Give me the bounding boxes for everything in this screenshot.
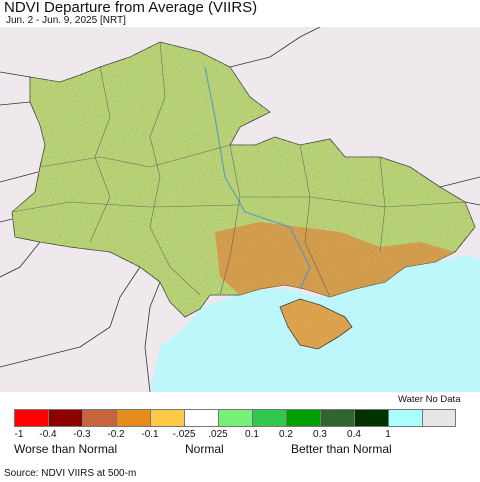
legend-swatch-6 <box>218 409 252 427</box>
legend-swatch-2 <box>82 409 116 427</box>
legend-swatch-11 <box>388 409 422 427</box>
legend-tick-label: -.025 <box>172 429 196 440</box>
legend-tick-label: 1 <box>385 429 391 440</box>
legend-tick-label: -0.1 <box>141 429 159 440</box>
ukraine-territory <box>11 41 476 350</box>
source-note: Source: NDVI VIIRS at 500-m <box>4 468 137 479</box>
legend-tick-label: 0.2 <box>279 429 293 440</box>
country-borders <box>0 27 480 392</box>
legend-tick-label: -0.3 <box>73 429 91 440</box>
legend-swatch-0 <box>14 409 48 427</box>
legend-swatch-3 <box>116 409 150 427</box>
legend-better-label: Better than Normal <box>291 442 392 456</box>
legend-worse-label: Worse than Normal <box>14 442 118 456</box>
legend-color-bar <box>14 409 456 427</box>
legend-normal-label: Normal <box>185 442 224 456</box>
map-title: NDVI Departure from Average (VIIRS) <box>4 0 258 16</box>
legend-swatch-7 <box>252 409 286 427</box>
legend-swatch-8 <box>286 409 320 427</box>
legend-swatch-10 <box>354 409 388 427</box>
legend-swatch-9 <box>320 409 354 427</box>
legend-swatch-12 <box>422 409 456 427</box>
map-date-range: Jun. 2 - Jun. 9, 2025 [NRT] <box>6 15 126 26</box>
legend-tick-label: -1 <box>14 429 24 440</box>
legend-tick-label: 0.4 <box>347 429 361 440</box>
legend-swatch-1 <box>48 409 82 427</box>
legend-water-nodata-label: Water No Data <box>398 394 461 405</box>
legend-tick-label: -0.2 <box>107 429 125 440</box>
oblast-borders <box>11 41 466 298</box>
ndvi-map <box>0 27 480 392</box>
map-canvas <box>0 27 480 392</box>
legend-tick-label: 0.3 <box>313 429 327 440</box>
legend-tick-label: 0.1 <box>245 429 259 440</box>
legend-swatch-5 <box>184 409 218 427</box>
legend-tick-label: -0.4 <box>39 429 57 440</box>
legend-swatch-4 <box>150 409 184 427</box>
legend-tick-label: .025 <box>208 429 228 440</box>
